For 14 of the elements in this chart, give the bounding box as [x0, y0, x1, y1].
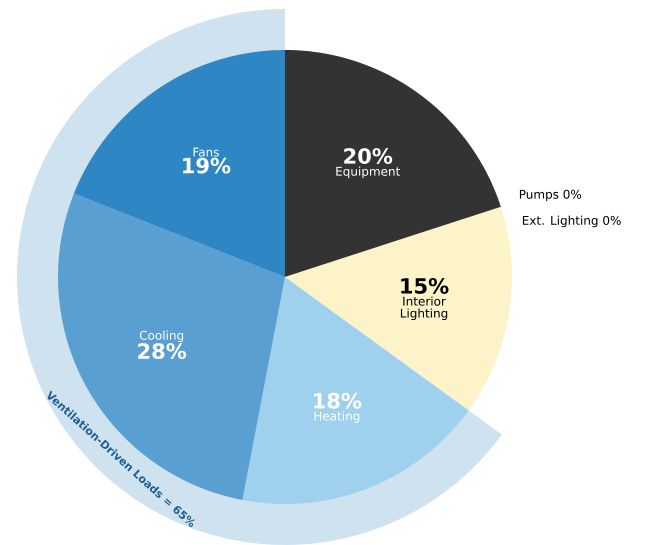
text: 0%	[603, 216, 621, 225]
slice-label: Cooling	[140, 330, 184, 342]
category-label: Pumps	[520, 190, 558, 202]
text: 0%	[564, 190, 582, 199]
data-label: 20%	[344, 148, 392, 164]
data-label: 19%	[183, 158, 230, 174]
data-label: 18%	[314, 392, 362, 409]
data-label: 15%	[401, 278, 448, 294]
slice-label: Equipment	[336, 166, 400, 178]
slice-label: Fans	[194, 148, 219, 157]
category-label: Ext. Lighting	[522, 216, 598, 228]
data-label: 28%	[138, 343, 186, 360]
slice-label: Interior Lighting	[400, 296, 448, 320]
slice-label: Heating	[314, 411, 360, 423]
